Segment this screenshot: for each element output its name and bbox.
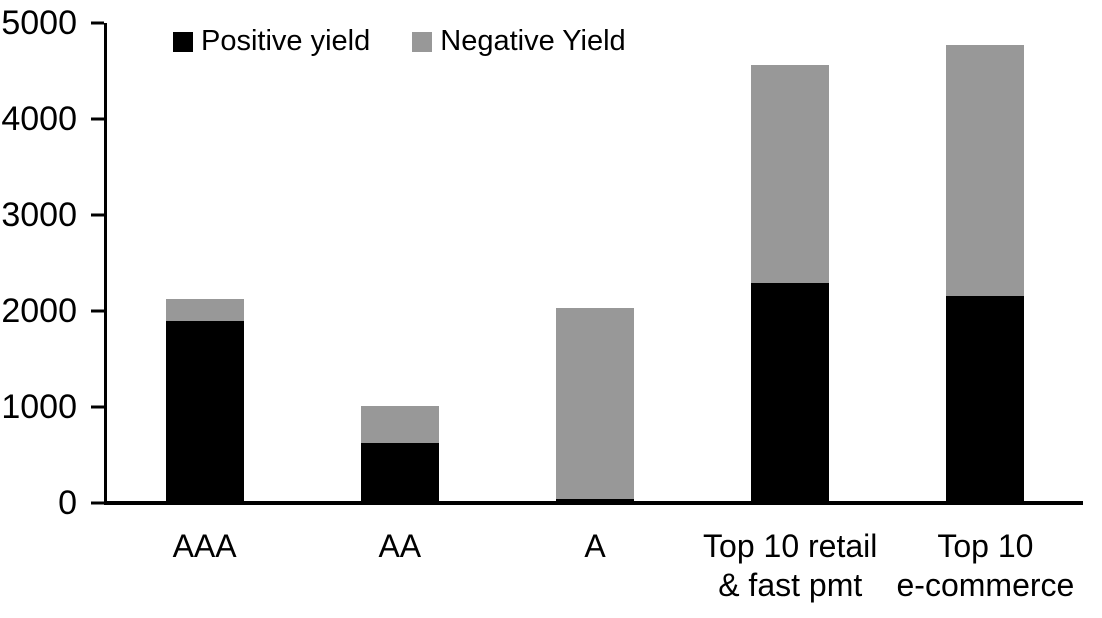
plot-area: 0 1000 2000 3000 4000 5000 [1,6,1083,520]
bar-column [107,23,302,503]
x-category-label: AA [378,528,422,564]
bar-column [888,23,1083,503]
y-tick-label: 2000 [1,292,77,330]
x-category-label: A [584,528,606,564]
legend-label-positive-yield: Positive yield [201,25,371,57]
y-tick-mark [91,21,104,25]
bar-segment [556,308,634,499]
bar-stack [556,308,634,503]
bar-segment [751,64,830,284]
bar-column [302,23,497,503]
x-axis-line [104,501,1083,505]
y-tick-label: 3000 [1,196,77,234]
bar-stack [946,45,1025,503]
bar-segment [556,498,634,503]
y-tick-mark [91,501,104,505]
y-tick-label: 1000 [1,388,77,426]
x-axis-labels: AAA AA A Top 10 retail & fast pmt Top 10 e-c… [107,527,1083,605]
bars-layer [107,23,1083,503]
bar-segment [165,298,244,321]
bar-segment [751,283,830,503]
bar-stack [165,298,244,503]
x-category-label: Top 10 retail & fast pmt [703,528,878,603]
legend: Positive yield Negative Yield [173,27,626,56]
bar-stack [360,406,439,503]
x-category-label: AAA [172,528,237,564]
bar-column [693,23,888,503]
negative-yield-swatch-icon [412,31,433,52]
y-axis-line [104,23,107,503]
y-tick-label: 0 [58,484,77,522]
legend-item-negative-yield: Negative Yield [412,25,626,57]
bar-stack [751,64,830,503]
bar-segment [946,45,1025,296]
bar-segment [360,406,439,443]
y-tick-label: 5000 [1,4,77,42]
y-tick-label: 4000 [1,100,77,138]
legend-label-negative-yield: Negative Yield [440,25,626,57]
x-category-label: Top 10 e-commerce [896,528,1075,603]
y-tick-mark [91,213,104,217]
y-tick-mark [91,405,104,409]
bar-segment [165,320,244,503]
y-tick-mark [91,309,104,313]
positive-yield-swatch-icon [173,31,193,52]
legend-item-positive-yield: Positive yield [173,27,370,56]
y-tick-mark [91,117,104,121]
bar-segment [360,442,439,503]
bar-segment [946,295,1025,503]
bar-column [497,23,692,503]
